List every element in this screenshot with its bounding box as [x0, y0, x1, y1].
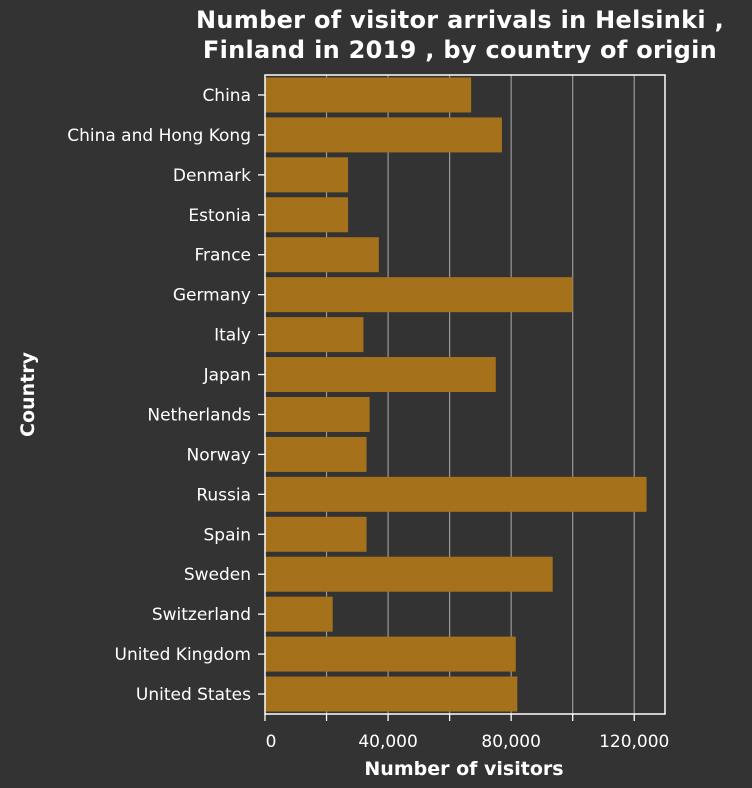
y-tick-label: Netherlands: [147, 405, 251, 425]
bar: [265, 396, 370, 432]
y-tick-label: Sweden: [184, 565, 251, 585]
y-tick-label: France: [194, 246, 251, 266]
x-axis: 0 40,000 80,000 120,000: [264, 714, 669, 752]
y-tick-label: Russia: [196, 485, 251, 505]
bar: [265, 197, 349, 233]
y-tick-label: Switzerland: [152, 605, 251, 625]
y-tick-label: Japan: [203, 366, 251, 386]
bar: [265, 117, 502, 153]
bar: [265, 277, 573, 313]
bar: [265, 357, 496, 393]
y-tick-label: United Kingdom: [115, 645, 251, 665]
plot-frame: [264, 74, 666, 715]
bars: [265, 77, 647, 712]
bar: [265, 516, 367, 552]
y-tick-label: China and Hong Kong: [67, 126, 251, 146]
y-axis-title: Country: [17, 351, 39, 437]
bar: [265, 596, 333, 632]
bar: [265, 476, 647, 512]
x-tick-label: 40,000: [358, 732, 417, 752]
bar: [265, 556, 553, 592]
gridlines: [325, 75, 635, 714]
y-tick-label: United States: [136, 685, 251, 705]
bar: [265, 237, 379, 273]
x-tick-label: 120,000: [599, 732, 669, 752]
bar: [265, 77, 472, 113]
y-tick-label: Norway: [187, 445, 252, 465]
y-tick-label: Italy: [214, 326, 251, 346]
y-tick-label: China: [202, 86, 251, 106]
bar: [265, 317, 364, 353]
bar: [265, 157, 349, 193]
bar: [265, 676, 518, 712]
bar: [265, 636, 516, 672]
y-tick-label: Germany: [173, 286, 251, 306]
chart-title-line-1: Number of visitor arrivals in Helsinki ,: [196, 6, 724, 34]
x-axis-title: Number of visitors: [364, 758, 563, 780]
y-tick-label: Spain: [204, 525, 252, 545]
x-tick-label: 0: [266, 732, 277, 752]
chart-title-line-2: Finland in 2019 , by country of origin: [202, 36, 718, 64]
y-axis: China China and Hong Kong Denmark Estonia Fr…: [67, 86, 265, 705]
bar: [265, 436, 367, 472]
y-tick-label: Denmark: [173, 166, 251, 186]
x-tick-label: 80,000: [481, 732, 540, 752]
y-tick-label: Estonia: [188, 206, 251, 226]
